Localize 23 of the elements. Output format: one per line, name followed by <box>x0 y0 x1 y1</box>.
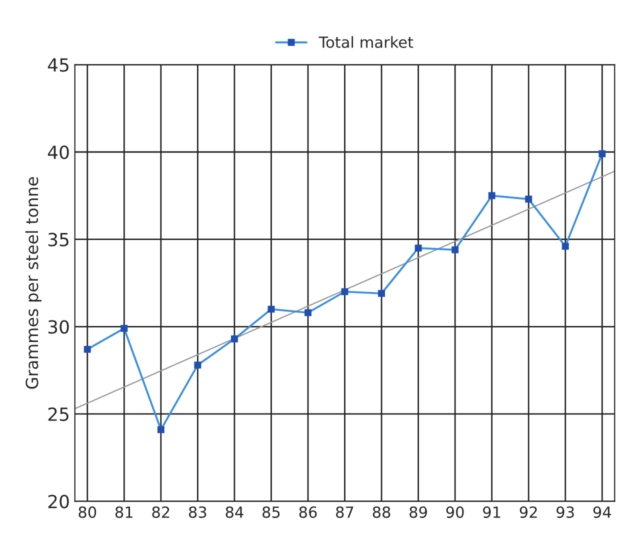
x-tick-label: 91 <box>483 506 500 518</box>
x-tick-label: 93 <box>556 506 574 518</box>
y-tick-label: 40 <box>48 145 69 160</box>
legend-label: Total market <box>318 36 414 48</box>
x-tick-label: 92 <box>520 506 537 518</box>
y-tick-label: 25 <box>48 407 68 422</box>
x-tick-label: 88 <box>372 506 390 518</box>
x-tick-label: 82 <box>152 506 170 518</box>
x-tick-label: 84 <box>226 506 244 518</box>
x-tick-label: 83 <box>189 506 206 518</box>
y-tick-label: 30 <box>48 320 69 334</box>
y-tick-label: 45 <box>48 58 68 72</box>
x-tick-label: 80 <box>78 506 96 518</box>
x-tick-label: 90 <box>446 506 464 518</box>
x-tick-label: 86 <box>299 506 317 518</box>
x-tick-label: 85 <box>262 506 280 518</box>
y-tick-label: 20 <box>48 494 69 508</box>
x-tick-label: 89 <box>410 506 427 518</box>
x-tick-label: 94 <box>593 506 611 518</box>
x-tick-label: 81 <box>115 506 132 518</box>
y-tick-label: 35 <box>48 232 68 246</box>
y-axis-title: Grammes per steel tonne <box>25 177 42 389</box>
x-tick-label: 87 <box>336 506 354 518</box>
